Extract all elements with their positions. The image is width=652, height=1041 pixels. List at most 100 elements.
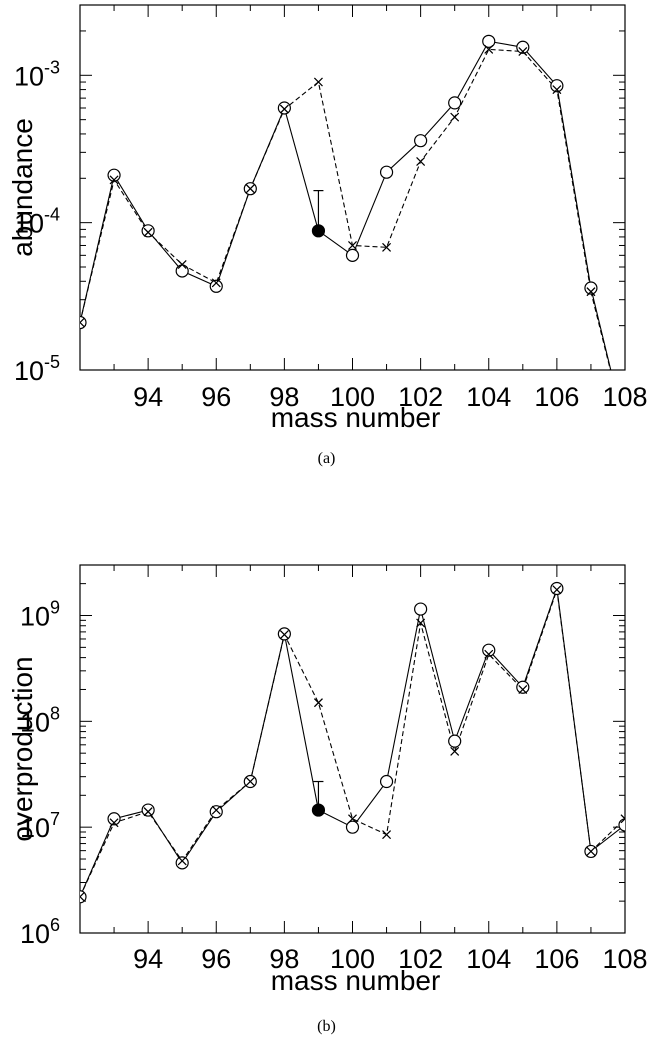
cross-stroke xyxy=(621,425,629,433)
circle-marker xyxy=(107,812,121,826)
y-axis-title: abundance xyxy=(7,118,38,257)
panel-label: (a) xyxy=(318,450,336,467)
circle-marker xyxy=(175,264,189,278)
cross-stroke xyxy=(143,807,153,817)
cross-stroke xyxy=(484,649,494,659)
circle-marker xyxy=(141,803,155,817)
cross-stroke xyxy=(348,241,357,250)
y-tick-exponent: 9 xyxy=(50,597,60,617)
filled-circle-marker xyxy=(311,224,326,238)
cross-marker-overlay xyxy=(416,157,426,166)
cross-marker-overlay xyxy=(80,892,85,902)
circle-marker xyxy=(448,734,462,748)
cross-stroke xyxy=(621,425,629,433)
cross-marker-overlay xyxy=(484,44,494,54)
y-tick-label: 106 xyxy=(20,915,60,949)
cross-stroke xyxy=(416,618,426,628)
circle-marker xyxy=(448,96,462,110)
cross-stroke xyxy=(450,746,460,756)
circle-marker xyxy=(80,890,87,904)
cross-stroke xyxy=(518,685,528,694)
cross-stroke xyxy=(211,278,221,288)
cross-stroke xyxy=(552,585,562,595)
cross-marker-overlay xyxy=(314,698,323,708)
plot-area xyxy=(80,34,629,433)
x-axis-title: mass number xyxy=(271,402,441,433)
circle-marker xyxy=(516,40,530,54)
circle-marker xyxy=(379,165,394,179)
cross-stroke xyxy=(348,814,357,824)
cross-marker-overlay xyxy=(279,630,289,639)
cross-marker-overlay xyxy=(177,260,187,269)
cross-marker-overlay xyxy=(80,318,85,327)
x-tick-label: 108 xyxy=(602,382,647,412)
x-tick-label: 94 xyxy=(133,382,163,412)
x-tick-label: 98 xyxy=(269,944,299,974)
circle-marker xyxy=(584,281,598,295)
x-tick-label: 94 xyxy=(133,944,163,974)
x-axis-title: mass number xyxy=(271,965,441,996)
x-tick-label: 100 xyxy=(330,382,375,412)
cross-marker-overlay xyxy=(143,227,153,237)
cross-stroke xyxy=(245,184,255,194)
cross-stroke xyxy=(80,895,85,902)
y-tick-label: 107 xyxy=(20,809,60,843)
cross-marker-overlay xyxy=(211,805,221,815)
x-tick-label: 96 xyxy=(201,944,231,974)
cross-marker-overlay xyxy=(621,425,629,433)
circle-marker xyxy=(209,279,223,293)
cross-marker-overlay xyxy=(620,814,625,824)
y-tick-label: 10-5 xyxy=(14,352,60,386)
y-tick-base: 10 xyxy=(14,356,44,386)
y-tick-base: 10 xyxy=(20,813,50,843)
circle-marker xyxy=(414,134,428,148)
cross-marker-overlay xyxy=(177,856,187,866)
y-tick-base: 10 xyxy=(20,707,50,737)
cross-stroke xyxy=(109,175,119,185)
circle-marker xyxy=(516,680,530,694)
cross-stroke xyxy=(314,698,323,708)
y-tick-exponent: 7 xyxy=(50,809,60,829)
cross-marker-overlay xyxy=(586,287,596,297)
circle-marker xyxy=(209,805,223,819)
cross-stroke xyxy=(80,321,85,327)
cross-marker-overlay xyxy=(518,47,528,56)
cross-marker-overlay xyxy=(450,112,460,122)
x-tick-label: 98 xyxy=(269,382,299,412)
cross-stroke xyxy=(382,242,391,252)
cross-stroke xyxy=(279,630,289,639)
y-tick-label: 109 xyxy=(20,597,60,631)
cross-stroke xyxy=(518,47,528,56)
circle-marker xyxy=(277,101,291,115)
cross-marker-overlay xyxy=(552,85,562,94)
series-line-solid-circles xyxy=(80,588,625,898)
plot-area xyxy=(80,581,625,904)
circle-marker xyxy=(175,856,189,870)
x-tick-label: 100 xyxy=(330,944,375,974)
circle-marker xyxy=(482,643,496,657)
plot-frame xyxy=(79,564,626,934)
y-tick-exponent: 6 xyxy=(50,915,60,935)
x-tick-label: 104 xyxy=(466,382,511,412)
y-tick-base: 10 xyxy=(20,919,50,949)
y-tick-base: 10 xyxy=(20,601,50,631)
x-tick-label: 106 xyxy=(534,944,579,974)
x-tick-label: 102 xyxy=(398,944,443,974)
cross-stroke xyxy=(620,814,625,820)
circle-marker xyxy=(107,168,121,182)
y-axis-title: overproduction xyxy=(7,656,38,841)
cross-marker-overlay xyxy=(382,830,391,840)
cross-stroke xyxy=(245,777,255,786)
cross-stroke xyxy=(80,318,85,324)
cross-stroke xyxy=(416,157,426,166)
y-tick-exponent: -4 xyxy=(44,205,60,225)
y-tick-label: 108 xyxy=(20,703,60,737)
circle-marker xyxy=(379,774,394,789)
cross-stroke xyxy=(586,287,596,297)
cross-marker-overlay xyxy=(348,814,357,824)
cross-stroke xyxy=(621,425,629,433)
cross-marker-overlay xyxy=(211,278,221,288)
x-tick-label: 96 xyxy=(201,382,231,412)
